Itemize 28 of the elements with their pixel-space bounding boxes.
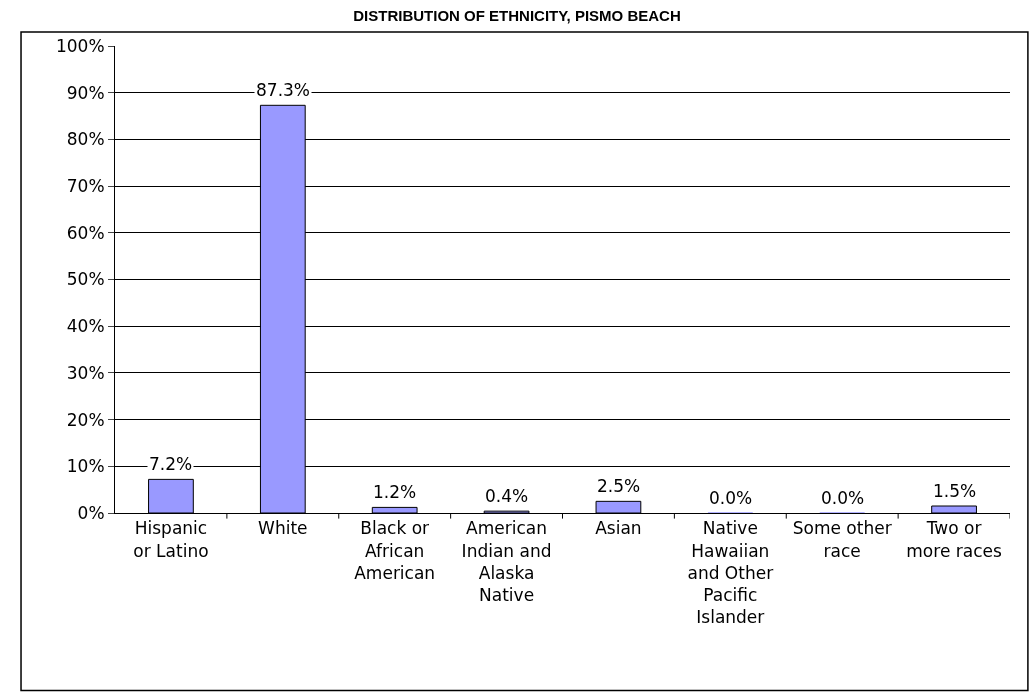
data-label: 1.5%	[933, 481, 977, 501]
y-tick-label: 90%	[66, 82, 105, 103]
y-tick-label: 20%	[66, 409, 105, 430]
x-tick-label: American Indian and Alaska Native	[461, 518, 552, 605]
x-tick-label: Black or African American	[354, 518, 436, 583]
x-tick-label: Native Hawaiian and Other Pacific Islander	[687, 518, 774, 627]
y-tick-label: 0%	[77, 502, 105, 523]
y-tick-label: 60%	[66, 222, 105, 243]
y-tick-label: 40%	[66, 316, 105, 337]
y-tick-label: 70%	[66, 176, 105, 197]
data-label: 0.0%	[821, 488, 865, 508]
data-label: 87.3%	[256, 80, 311, 100]
y-tick-label: 80%	[66, 129, 105, 150]
x-tick-label: Some other race	[792, 518, 892, 561]
data-label: 0.0%	[709, 488, 753, 508]
chart-title: DISTRIBUTION OF ETHNICITY, PISMO BEACH	[353, 7, 681, 24]
data-label: 7.2%	[149, 454, 193, 474]
data-label: 0.4%	[485, 486, 529, 506]
y-tick-label: 30%	[66, 362, 105, 383]
data-label: 1.2%	[373, 482, 417, 502]
x-tick-label: Two or more races	[906, 518, 1002, 561]
y-tick-label: 100%	[55, 35, 105, 56]
y-tick-label: 10%	[66, 456, 105, 477]
x-tick-label: Asian	[595, 518, 642, 539]
x-tick-label: White	[258, 518, 308, 539]
y-tick-label: 50%	[66, 269, 105, 290]
x-tick-label: Hispanic or Latino	[133, 518, 209, 561]
data-label: 2.5%	[597, 476, 641, 496]
